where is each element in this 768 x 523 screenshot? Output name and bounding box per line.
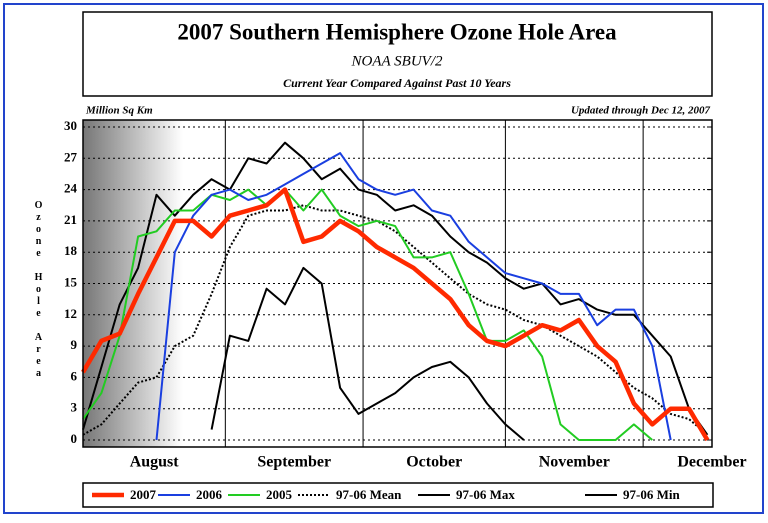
legend-label: 2005 bbox=[266, 487, 293, 502]
title-box bbox=[82, 11, 713, 97]
chart-title: 2007 Southern Hemisphere Ozone Hole Area bbox=[177, 19, 617, 44]
legend-label: 97-06 Mean bbox=[336, 487, 402, 502]
legend-label: 2007 bbox=[130, 487, 157, 502]
units-label: Million Sq Km bbox=[85, 105, 153, 117]
series-line bbox=[210, 266, 525, 441]
legend-label: 97-06 Max bbox=[456, 487, 515, 502]
y-tick-label: 9 bbox=[71, 337, 78, 352]
x-tick-label: November bbox=[539, 454, 610, 471]
x-tick-label: September bbox=[257, 454, 331, 471]
x-tick-label: August bbox=[130, 454, 180, 471]
y-tick-label: 12 bbox=[64, 306, 77, 321]
y-tick-label: 27 bbox=[64, 149, 78, 164]
legend: 2007 2006 2005 97-06 Mean 97-06 Max 97-06 Min bbox=[92, 487, 680, 502]
legend-label: 2006 bbox=[196, 487, 223, 502]
series-line bbox=[155, 152, 672, 441]
y-tick-label: 18 bbox=[64, 243, 78, 258]
x-tick-label: October bbox=[406, 454, 462, 471]
legend-label: 97-06 Min bbox=[623, 487, 680, 502]
plot-frame bbox=[82, 119, 713, 448]
series-line bbox=[82, 188, 653, 441]
y-tick-label: 3 bbox=[71, 400, 78, 415]
series-line bbox=[81, 187, 710, 442]
y-tick-label: 0 bbox=[71, 431, 78, 446]
y-tick-label: 6 bbox=[71, 368, 78, 383]
x-tick-label: December bbox=[677, 454, 746, 471]
y-tick-label: 30 bbox=[64, 118, 77, 133]
series-lines bbox=[81, 141, 710, 442]
chart-caption: Current Year Compared Against Past 10 Ye… bbox=[283, 76, 511, 90]
y-tick-label: 21 bbox=[64, 212, 77, 227]
y-tick-label: 24 bbox=[64, 181, 78, 196]
updated-label: Updated through Dec 12, 2007 bbox=[571, 105, 711, 117]
chart-subtitle: NOAA SBUV/2 bbox=[351, 53, 443, 69]
y-tick-label: 15 bbox=[64, 274, 78, 289]
y-axis-label: Ozone Hole Area bbox=[33, 200, 44, 380]
series-line bbox=[82, 141, 709, 436]
